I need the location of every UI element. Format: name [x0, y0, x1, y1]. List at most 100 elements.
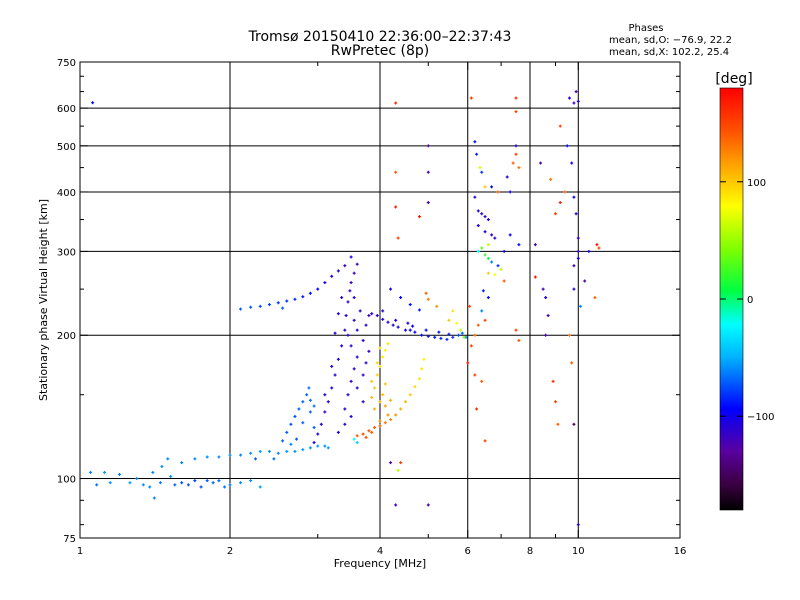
data-point: [336, 357, 340, 361]
data-point: [375, 314, 379, 318]
data-point: [572, 264, 576, 268]
data-point: [574, 212, 578, 216]
data-point: [333, 331, 337, 335]
data-point: [323, 393, 327, 397]
data-point: [293, 297, 297, 301]
data-point: [551, 379, 555, 383]
data-point: [426, 503, 430, 507]
data-point: [330, 364, 334, 368]
x-tick-label: 10: [572, 546, 585, 557]
data-point: [361, 373, 365, 377]
data-point: [533, 275, 537, 279]
data-point: [437, 330, 441, 334]
data-point: [364, 323, 368, 327]
data-point: [420, 333, 424, 337]
data-point: [493, 273, 497, 277]
data-point: [285, 449, 289, 453]
data-point: [336, 269, 340, 273]
data-point: [375, 361, 379, 365]
data-point: [258, 485, 262, 489]
data-point: [496, 190, 500, 194]
data-point: [576, 99, 580, 103]
data-point: [367, 429, 371, 433]
data-point: [403, 400, 407, 404]
data-point: [424, 291, 428, 295]
data-point: [158, 481, 162, 485]
data-point: [361, 338, 365, 342]
data-point: [417, 377, 421, 381]
data-point: [370, 312, 374, 316]
data-point: [128, 481, 132, 485]
data-point: [361, 432, 365, 436]
data-point: [383, 421, 387, 425]
data-point: [468, 304, 472, 308]
colorbar-ticks: 100 0 −100: [720, 178, 774, 423]
data-point: [370, 430, 374, 434]
data-point: [312, 425, 316, 429]
x-tick-label: 6: [465, 546, 471, 557]
data-point: [348, 289, 352, 293]
data-point: [480, 379, 484, 383]
data-point: [349, 414, 353, 418]
data-point: [558, 124, 562, 128]
data-point: [473, 333, 477, 337]
data-point: [103, 470, 107, 474]
data-point: [370, 395, 374, 399]
data-point: [539, 161, 543, 165]
data-point: [413, 330, 417, 334]
data-point: [293, 414, 297, 418]
data-point: [383, 404, 387, 408]
data-point: [455, 321, 459, 325]
data-point: [439, 336, 443, 340]
data-point: [447, 318, 451, 322]
data-point: [496, 264, 500, 268]
data-point: [293, 449, 297, 453]
data-point: [383, 348, 387, 352]
data-point: [475, 152, 479, 156]
data-point: [483, 230, 487, 234]
y-tick-label: 400: [57, 188, 76, 199]
data-point: [323, 410, 327, 414]
data-point: [355, 328, 359, 332]
data-point: [394, 503, 398, 507]
data-point: [349, 281, 353, 285]
y-tick-label: 300: [57, 247, 76, 258]
data-point: [469, 344, 473, 348]
data-point: [272, 457, 276, 461]
data-point: [381, 317, 385, 321]
data-point: [160, 464, 164, 468]
data-point: [323, 444, 327, 448]
data-point: [180, 481, 184, 485]
data-point: [570, 161, 574, 165]
data-point: [483, 253, 487, 257]
data-point: [281, 306, 285, 310]
data-point: [505, 175, 509, 179]
data-point: [173, 483, 177, 487]
data-point: [352, 367, 356, 371]
data-point: [396, 236, 400, 240]
y-tick-label: 600: [57, 104, 76, 115]
data-point: [308, 291, 312, 295]
data-point: [340, 344, 344, 348]
data-point: [567, 333, 571, 337]
data-point: [336, 312, 340, 316]
data-point: [394, 318, 398, 322]
data-point: [426, 334, 430, 338]
data-point: [193, 479, 197, 483]
data-point: [490, 260, 494, 264]
data-point: [514, 328, 518, 332]
data-point: [289, 442, 293, 446]
data-point: [249, 479, 253, 483]
data-point: [593, 296, 597, 300]
data-point: [502, 249, 506, 253]
data-point: [486, 296, 490, 300]
data-point: [435, 304, 439, 308]
data-point: [544, 333, 548, 337]
data-point: [389, 418, 393, 422]
data-point: [408, 393, 412, 397]
data-point: [466, 361, 470, 365]
data-point: [381, 309, 385, 313]
data-point: [572, 195, 576, 199]
y-tick-label: 500: [57, 142, 76, 153]
data-point: [426, 297, 430, 301]
